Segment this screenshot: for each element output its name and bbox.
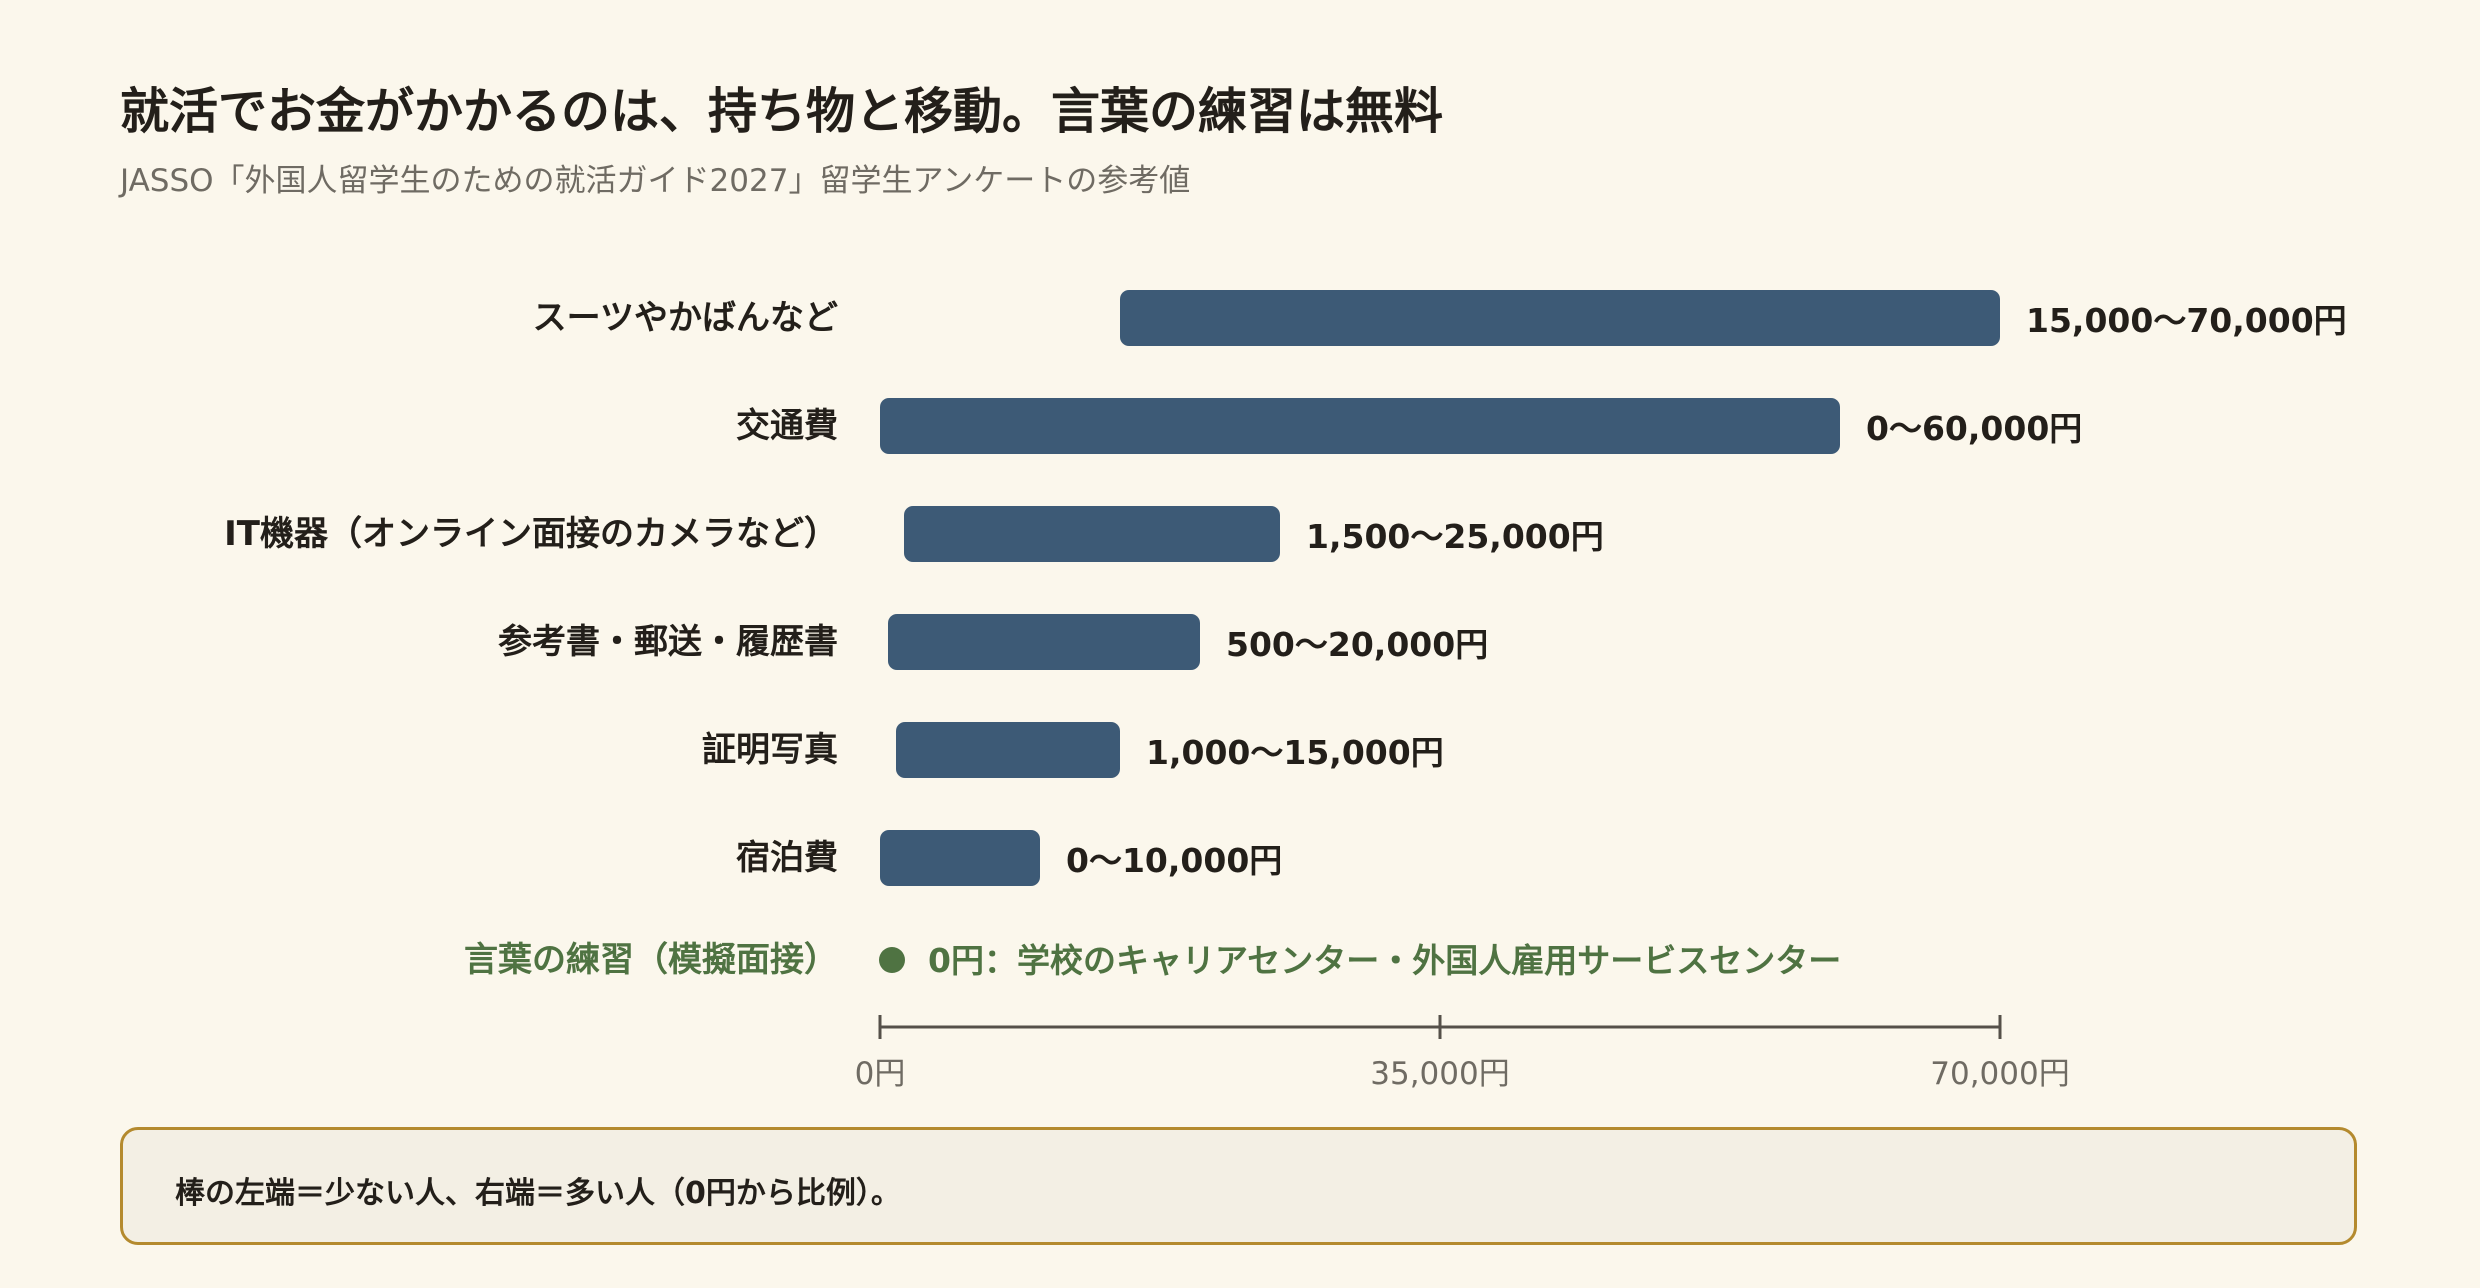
range-bar: [904, 506, 1280, 562]
category-label: 参考書・郵送・履歴書: [498, 622, 838, 662]
category-label: IT機器（オンライン面接のカメラなど）: [224, 514, 838, 554]
highlight-row: 言葉の練習（模擬面接） 0円：学校のキャリアセンター・外国人雇用サービスセンター: [464, 940, 1841, 980]
highlight-point: [879, 947, 905, 973]
bar-row: 参考書・郵送・履歴書 500〜20,000円: [498, 614, 1488, 670]
bar-row: 証明写真 1,000〜15,000円: [702, 722, 1444, 778]
category-label: スーツやかばんなど: [533, 298, 838, 338]
category-label: 宿泊費: [736, 838, 838, 878]
value-label: 0〜60,000円: [1866, 409, 2082, 448]
range-bar: [1120, 290, 2000, 346]
range-bar: [888, 614, 1200, 670]
chart-subtitle: JASSO「外国人留学生のための就活ガイド2027」留学生アンケートの参考値: [120, 163, 1191, 199]
bar-row: 交通費 0〜60,000円: [736, 398, 2082, 454]
note-text: 棒の左端＝少ない人、右端＝多い人（0円から比例）。: [175, 1176, 901, 1211]
category-label: 証明写真: [702, 730, 838, 770]
bar-row: IT機器（オンライン面接のカメラなど） 1,500〜25,000円: [224, 506, 1604, 562]
value-label: 1,000〜15,000円: [1146, 733, 1444, 772]
category-label: 交通費: [736, 406, 838, 446]
highlight-value-label: 0円：学校のキャリアセンター・外国人雇用サービスセンター: [928, 941, 1841, 980]
note-box: [120, 1127, 2357, 1245]
x-tick-label: 35,000円: [1370, 1056, 1509, 1092]
range-bar: [896, 722, 1120, 778]
chart-title: 就活でお金がかかるのは、持ち物と移動。言葉の練習は無料: [120, 83, 1444, 140]
value-label: 0〜10,000円: [1066, 841, 1282, 880]
range-bar: [880, 830, 1040, 886]
x-tick-label: 0円: [855, 1056, 906, 1092]
highlight-label: 言葉の練習（模擬面接）: [464, 940, 838, 980]
bar-row: 宿泊費 0〜10,000円: [736, 830, 1282, 886]
value-label: 1,500〜25,000円: [1306, 517, 1604, 556]
x-axis: 0円 35,000円 70,000円: [855, 1015, 2070, 1092]
bar-row: スーツやかばんなど 15,000〜70,000円: [533, 290, 2347, 346]
x-tick-label: 70,000円: [1930, 1056, 2069, 1092]
value-label: 15,000〜70,000円: [2026, 301, 2347, 340]
value-label: 500〜20,000円: [1226, 625, 1488, 664]
range-bar: [880, 398, 1840, 454]
